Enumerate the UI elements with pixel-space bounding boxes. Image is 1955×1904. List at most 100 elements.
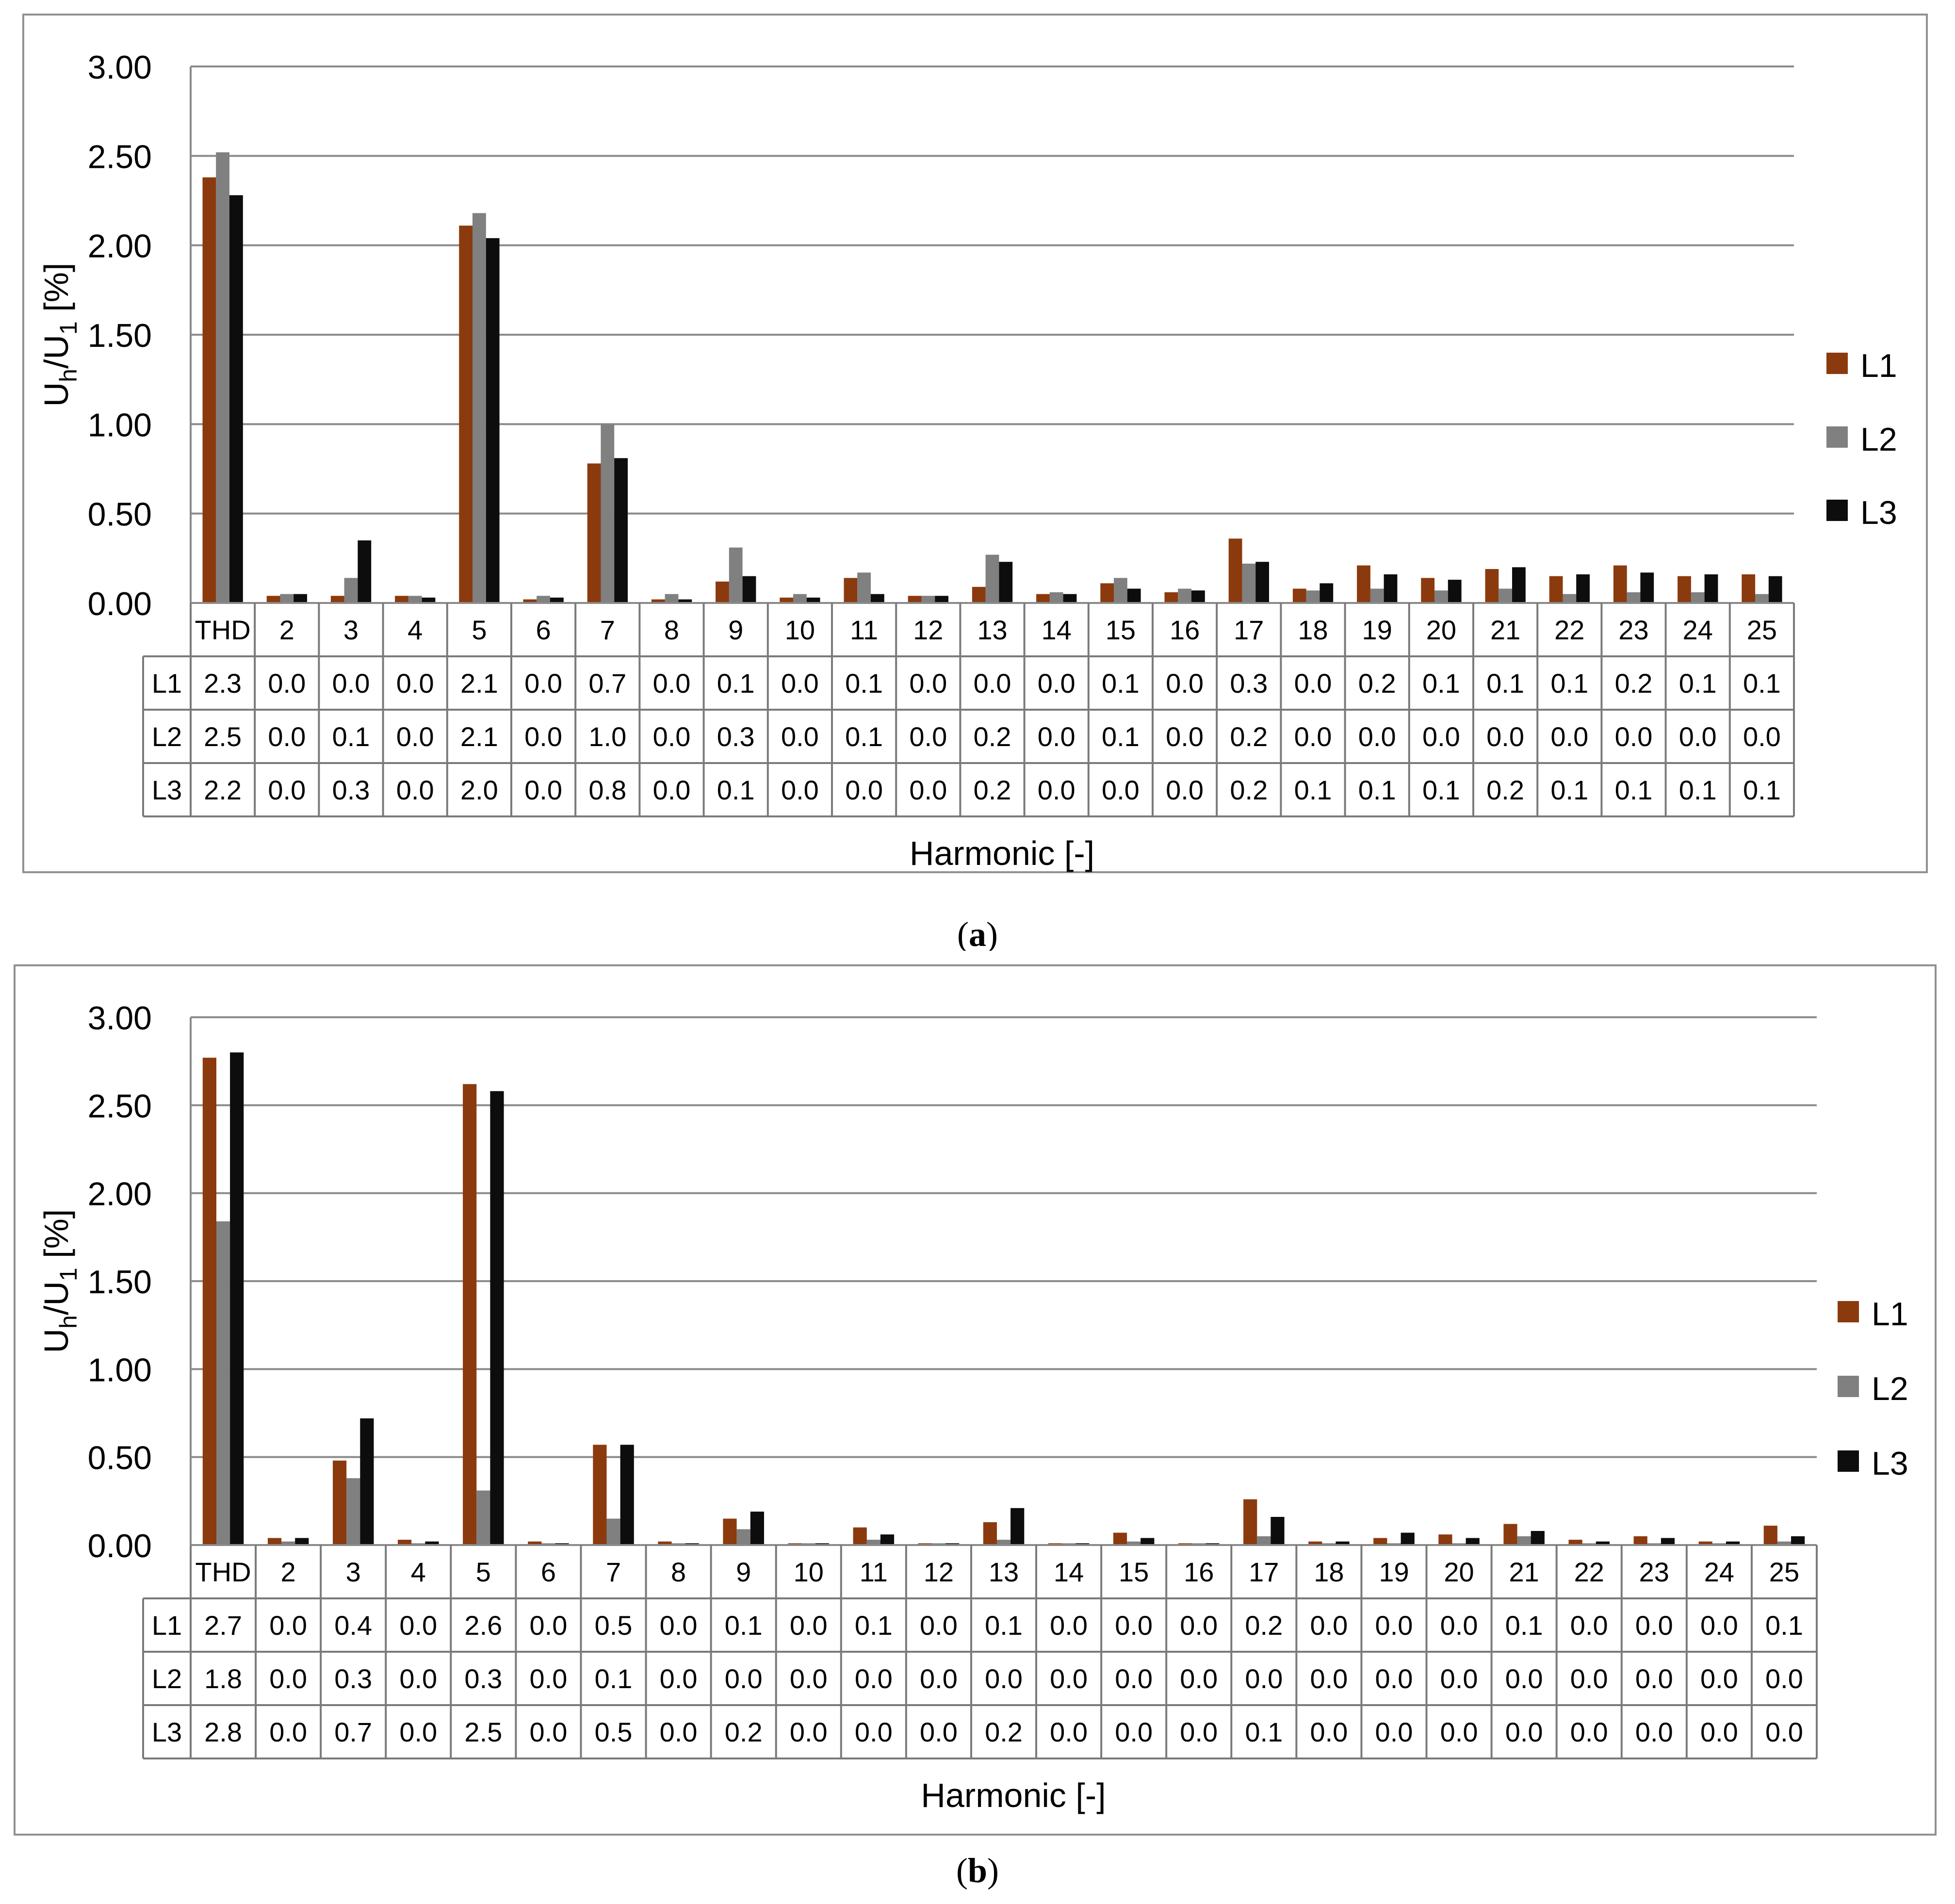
chart-a-data-label-l2: 0.0 <box>653 721 691 752</box>
chart-a-bar-l1 <box>1292 588 1306 603</box>
chart-a-x-tick-label: 8 <box>664 615 679 645</box>
chart-a-table-row-label: L2 <box>152 721 182 752</box>
chart-b-data-label-l3: 0.0 <box>1765 1717 1803 1747</box>
chart-a-y-tick-label: 3.00 <box>88 49 152 86</box>
chart-b-data-label-l1: 0.4 <box>334 1610 372 1641</box>
chart-b-legend-label-l2: L2 <box>1872 1370 1908 1407</box>
chart-b-data-label-l2: 0.0 <box>790 1663 828 1694</box>
chart-b-bar-l2 <box>606 1518 620 1545</box>
chart-b-x-tick-label: 23 <box>1639 1557 1669 1587</box>
chart-b-data-label-l1: 0.1 <box>1505 1610 1543 1641</box>
chart-a-y-axis-label: Uh/U1 [%] <box>37 263 82 407</box>
chart-b-legend-label-l1: L1 <box>1872 1296 1908 1333</box>
chart-b-data-label-l2: 0.0 <box>1505 1663 1543 1694</box>
chart-a-bar-l3 <box>1448 580 1462 603</box>
chart-b-x-tick-label: 19 <box>1379 1557 1409 1587</box>
chart-b-bar-l3 <box>490 1091 504 1545</box>
chart-a-data-label-l1: 0.0 <box>268 668 306 699</box>
chart-b-data-label-l2: 0.0 <box>1700 1663 1738 1694</box>
chart-a-x-tick-label: THD <box>195 615 251 645</box>
chart-b-data-label-l1: 0.0 <box>1700 1610 1738 1641</box>
chart-b-table-row-label: L3 <box>152 1717 182 1747</box>
chart-a-data-label-l3: 0.0 <box>524 775 562 805</box>
chart-b-y-tick-label: 1.00 <box>88 1351 152 1388</box>
chart-b-bar-l3 <box>230 1052 244 1545</box>
chart-b-bar-l1 <box>398 1540 412 1545</box>
chart-b-data-label-l3: 0.5 <box>595 1717 633 1747</box>
chart-a-x-tick-label: 20 <box>1426 615 1456 645</box>
chart-a-data-label-l1: 0.7 <box>588 668 626 699</box>
chart-a-data-label-l2: 0.3 <box>717 721 755 752</box>
chart-a-bar-l3 <box>999 562 1013 603</box>
chart-b-bar-l1 <box>202 1058 216 1545</box>
chart-a-data-label-l1: 0.0 <box>332 668 370 699</box>
chart-a-data-label-l3: 0.1 <box>1679 775 1717 805</box>
chart-a-bar-l1 <box>1036 594 1050 603</box>
chart-b-x-tick-label: 14 <box>1054 1557 1084 1587</box>
chart-a-legend-label-l2: L2 <box>1860 421 1897 458</box>
chart-a-data-label-l2: 2.5 <box>204 721 242 752</box>
chart-a-x-tick-label: 15 <box>1106 615 1136 645</box>
chart-a-data-label-l3: 0.1 <box>1358 775 1396 805</box>
chart-b-bar-l3 <box>360 1418 374 1545</box>
chart-a-bar-l2 <box>857 572 871 603</box>
chart-a-data-label-l3: 0.0 <box>653 775 691 805</box>
chart-b-x-tick-label: 11 <box>860 1557 888 1587</box>
chart-b-data-label-l3: 0.0 <box>1115 1717 1153 1747</box>
chart-b-bar-l3 <box>1271 1517 1285 1545</box>
chart-b-data-label-l3: 0.2 <box>725 1717 763 1747</box>
chart-a-data-label-l1: 0.0 <box>396 668 434 699</box>
chart-a-x-tick-label: 10 <box>785 615 815 645</box>
chart-a-data-label-l2: 0.0 <box>1743 721 1781 752</box>
chart-b-x-tick-label: THD <box>195 1557 251 1587</box>
chart-b-data-label-l3: 0.0 <box>1440 1717 1478 1747</box>
chart-b-bar-l1 <box>983 1522 997 1545</box>
chart-a-data-label-l2: 0.2 <box>1230 721 1268 752</box>
chart-a-data-label-l2: 0.0 <box>1550 721 1588 752</box>
chart-a-x-tick-label: 25 <box>1747 615 1777 645</box>
chart-a-bar-l1 <box>716 581 729 603</box>
chart-b-svg: 0.00 0.50 1.00 1.50 2.00 2.50 3.00 Uh/U1 [%] THD… <box>14 964 1937 1890</box>
chart-a-data-label-l3: 0.1 <box>1422 775 1460 805</box>
chart-a-data-label-l3: 0.2 <box>1230 775 1268 805</box>
chart-a-bar-l2 <box>793 594 807 603</box>
chart-b-data-label-l1: 0.0 <box>1570 1610 1608 1641</box>
chart-b-data-label-l3: 0.0 <box>660 1717 698 1747</box>
chart-b-bar-l2 <box>1257 1536 1271 1545</box>
chart-a-bar-l3 <box>1255 562 1269 603</box>
chart-b-data-label-l1: 0.2 <box>1245 1610 1283 1641</box>
chart-a-data-label-l1: 0.1 <box>1743 668 1781 699</box>
chart-b-bar-l1 <box>1243 1499 1257 1545</box>
chart-b-bar-l1 <box>593 1445 607 1545</box>
chart-a-svg: 0.00 0.50 1.00 1.50 2.00 2.50 3.00 Uh/U1 [%] THD… <box>22 14 1928 954</box>
chart-b-data-label-l2: 0.0 <box>269 1663 307 1694</box>
chart-b-data-label-l1: 0.0 <box>1440 1610 1478 1641</box>
chart-a-bar-l1 <box>1613 565 1627 603</box>
chart-b-data-label-l1: 0.1 <box>985 1610 1023 1641</box>
chart-b-data-label-l1: 0.0 <box>660 1610 698 1641</box>
chart-a-bar-l1 <box>908 596 922 603</box>
chart-a-bar-l3 <box>1512 567 1526 603</box>
chart-b-caption: (b) <box>956 1851 999 1890</box>
chart-a-data-label-l3: 0.1 <box>1743 775 1781 805</box>
chart-a-x-tick-label: 13 <box>977 615 1007 645</box>
chart-a-bar-l3 <box>678 599 692 603</box>
chart-a-data-label-l3: 0.0 <box>268 775 306 805</box>
chart-b-x-tick-label: 15 <box>1119 1557 1149 1587</box>
chart-a-bar-l1 <box>523 599 537 603</box>
chart-a-data-label-l2: 0.0 <box>1679 721 1717 752</box>
chart-a-bar-l2 <box>344 578 358 603</box>
chart-b-data-label-l2: 0.0 <box>1765 1663 1803 1694</box>
chart-b-x-tick-label: 17 <box>1249 1557 1279 1587</box>
chart-b-bar-l3 <box>1140 1538 1155 1545</box>
chart-b-legend-swatch-l2 <box>1838 1376 1859 1397</box>
chart-a-bar-l2 <box>1499 588 1512 603</box>
chart-a-bar-l1 <box>587 463 601 603</box>
chart-a-legend-swatch-l2 <box>1826 426 1848 448</box>
chart-a-x-tick-label: 23 <box>1618 615 1648 645</box>
chart-a-bar-l2 <box>1755 594 1769 603</box>
chart-b-data-label-l2: 0.0 <box>725 1663 763 1694</box>
chart-a-data-label-l2: 0.1 <box>1102 721 1140 752</box>
chart-a-bar-l1 <box>1164 592 1178 603</box>
chart-b-bar-l1 <box>1373 1538 1387 1545</box>
